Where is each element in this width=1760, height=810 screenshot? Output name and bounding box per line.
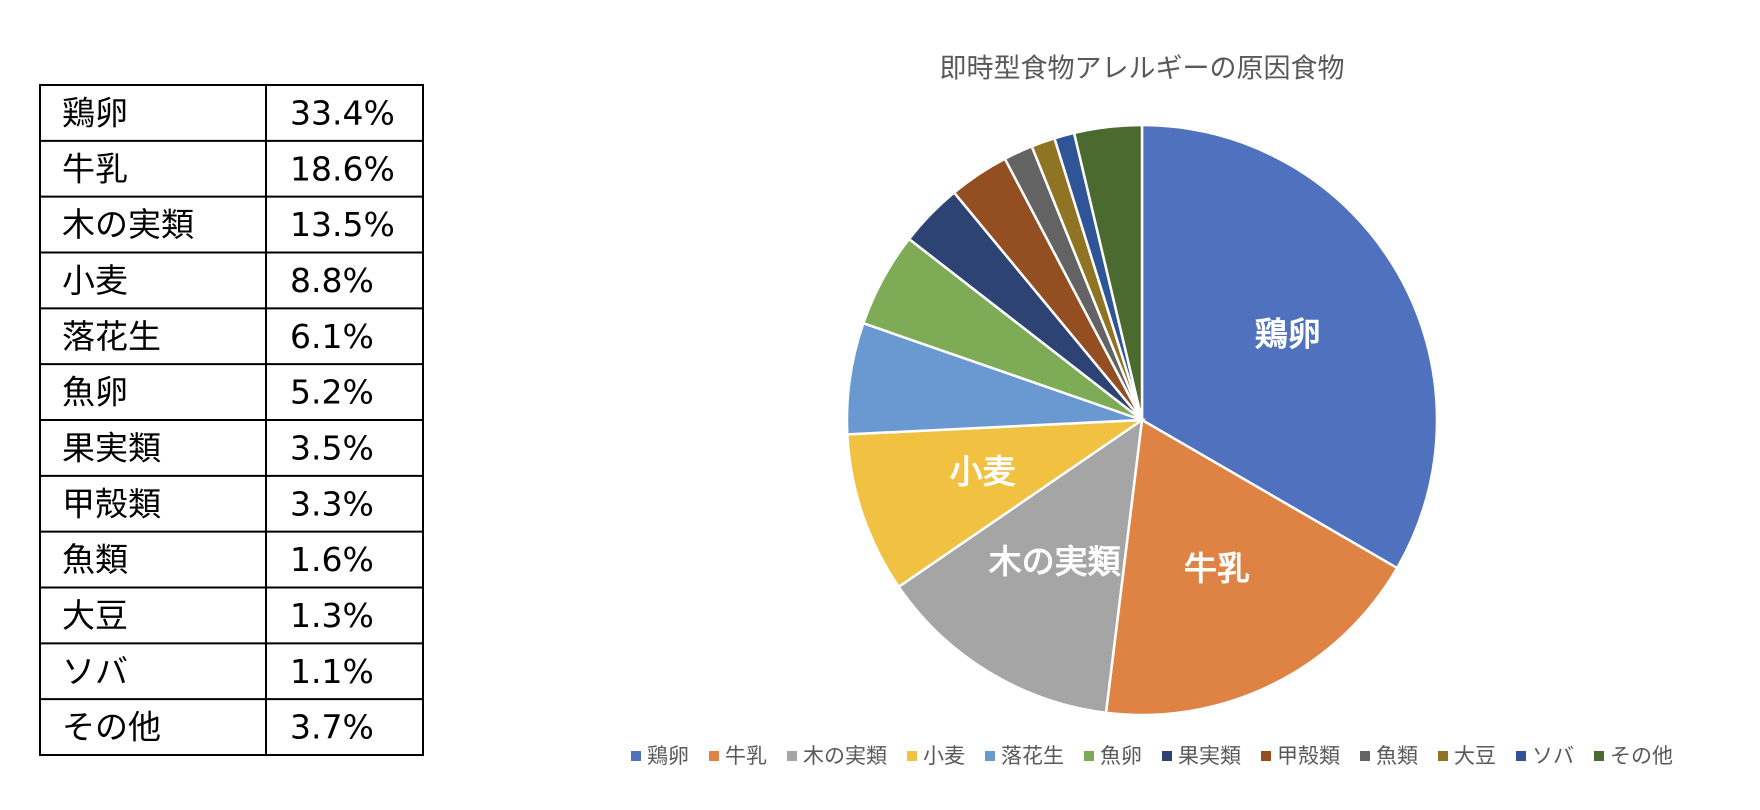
legend-swatch bbox=[907, 751, 917, 761]
legend-swatch bbox=[1084, 751, 1094, 761]
legend-swatch bbox=[1360, 751, 1370, 761]
slice-label: 小麦 bbox=[950, 452, 1016, 491]
table-cell: 6.1% bbox=[290, 317, 374, 356]
table-cell: 小麦 bbox=[62, 261, 128, 300]
legend-swatch bbox=[1516, 751, 1526, 761]
table-cell: 鶏卵 bbox=[62, 93, 128, 132]
table-cell: 果実類 bbox=[62, 428, 161, 467]
legend-label: 魚類 bbox=[1376, 744, 1418, 768]
legend-swatch bbox=[1438, 751, 1448, 761]
table-cell: 落花生 bbox=[62, 317, 161, 356]
legend-label: 甲殻類 bbox=[1277, 744, 1340, 768]
pie-slice bbox=[846, 418, 1147, 589]
legend-swatch bbox=[709, 751, 719, 761]
legend-swatch bbox=[1594, 751, 1604, 761]
legend-swatch bbox=[631, 751, 641, 761]
legend-swatch bbox=[985, 751, 995, 761]
table-cell: 1.6% bbox=[290, 540, 374, 579]
pie-slice bbox=[896, 417, 1144, 715]
table-cell: 3.5% bbox=[290, 428, 374, 467]
table-cell: 牛乳 bbox=[62, 149, 128, 188]
legend-label: 大豆 bbox=[1454, 744, 1496, 768]
legend-label: 鶏卵 bbox=[647, 744, 689, 768]
table-cell: 1.1% bbox=[290, 652, 374, 691]
legend-label: 果実類 bbox=[1178, 744, 1241, 768]
legend-swatch bbox=[1162, 751, 1172, 761]
pie-slice bbox=[1072, 123, 1144, 421]
table-cell: 魚卵 bbox=[62, 373, 128, 412]
legend-swatch bbox=[1261, 751, 1271, 761]
pie-slice bbox=[1140, 123, 1439, 570]
table-cell: 3.7% bbox=[290, 708, 374, 747]
table-cell: 大豆 bbox=[62, 596, 128, 635]
table-cell: 18.6% bbox=[290, 149, 395, 188]
table-cell: 3.3% bbox=[290, 484, 374, 523]
table-cell: 魚類 bbox=[62, 540, 128, 579]
legend-label: 落花生 bbox=[1001, 744, 1064, 768]
table-cell: 木の実類 bbox=[62, 205, 194, 244]
legend-label: 小麦 bbox=[923, 744, 965, 768]
slice-label: 牛乳 bbox=[1184, 549, 1250, 588]
legend-label: 木の実類 bbox=[803, 744, 887, 768]
slice-label: 鶏卵 bbox=[1255, 315, 1321, 354]
slice-label: 木の実類 bbox=[988, 542, 1122, 581]
table-cell: 8.8% bbox=[290, 261, 374, 300]
table-cell: 13.5% bbox=[290, 205, 395, 244]
table-cell: 33.4% bbox=[290, 93, 395, 132]
pie-slice bbox=[1104, 417, 1399, 717]
legend-label: 牛乳 bbox=[725, 744, 767, 768]
legend-label: ソバ bbox=[1532, 744, 1574, 768]
legend-swatch bbox=[787, 751, 797, 761]
chart-title: 即時型食物アレルギーの原因食物 bbox=[940, 54, 1345, 85]
legend-label: 魚卵 bbox=[1100, 744, 1142, 768]
table-cell: ソバ bbox=[62, 652, 128, 691]
table-cell: その他 bbox=[62, 708, 161, 747]
table-cell: 1.3% bbox=[290, 596, 374, 635]
legend-label: その他 bbox=[1610, 744, 1673, 768]
table-cell: 甲殻類 bbox=[62, 484, 161, 523]
table-cell: 5.2% bbox=[290, 373, 374, 412]
